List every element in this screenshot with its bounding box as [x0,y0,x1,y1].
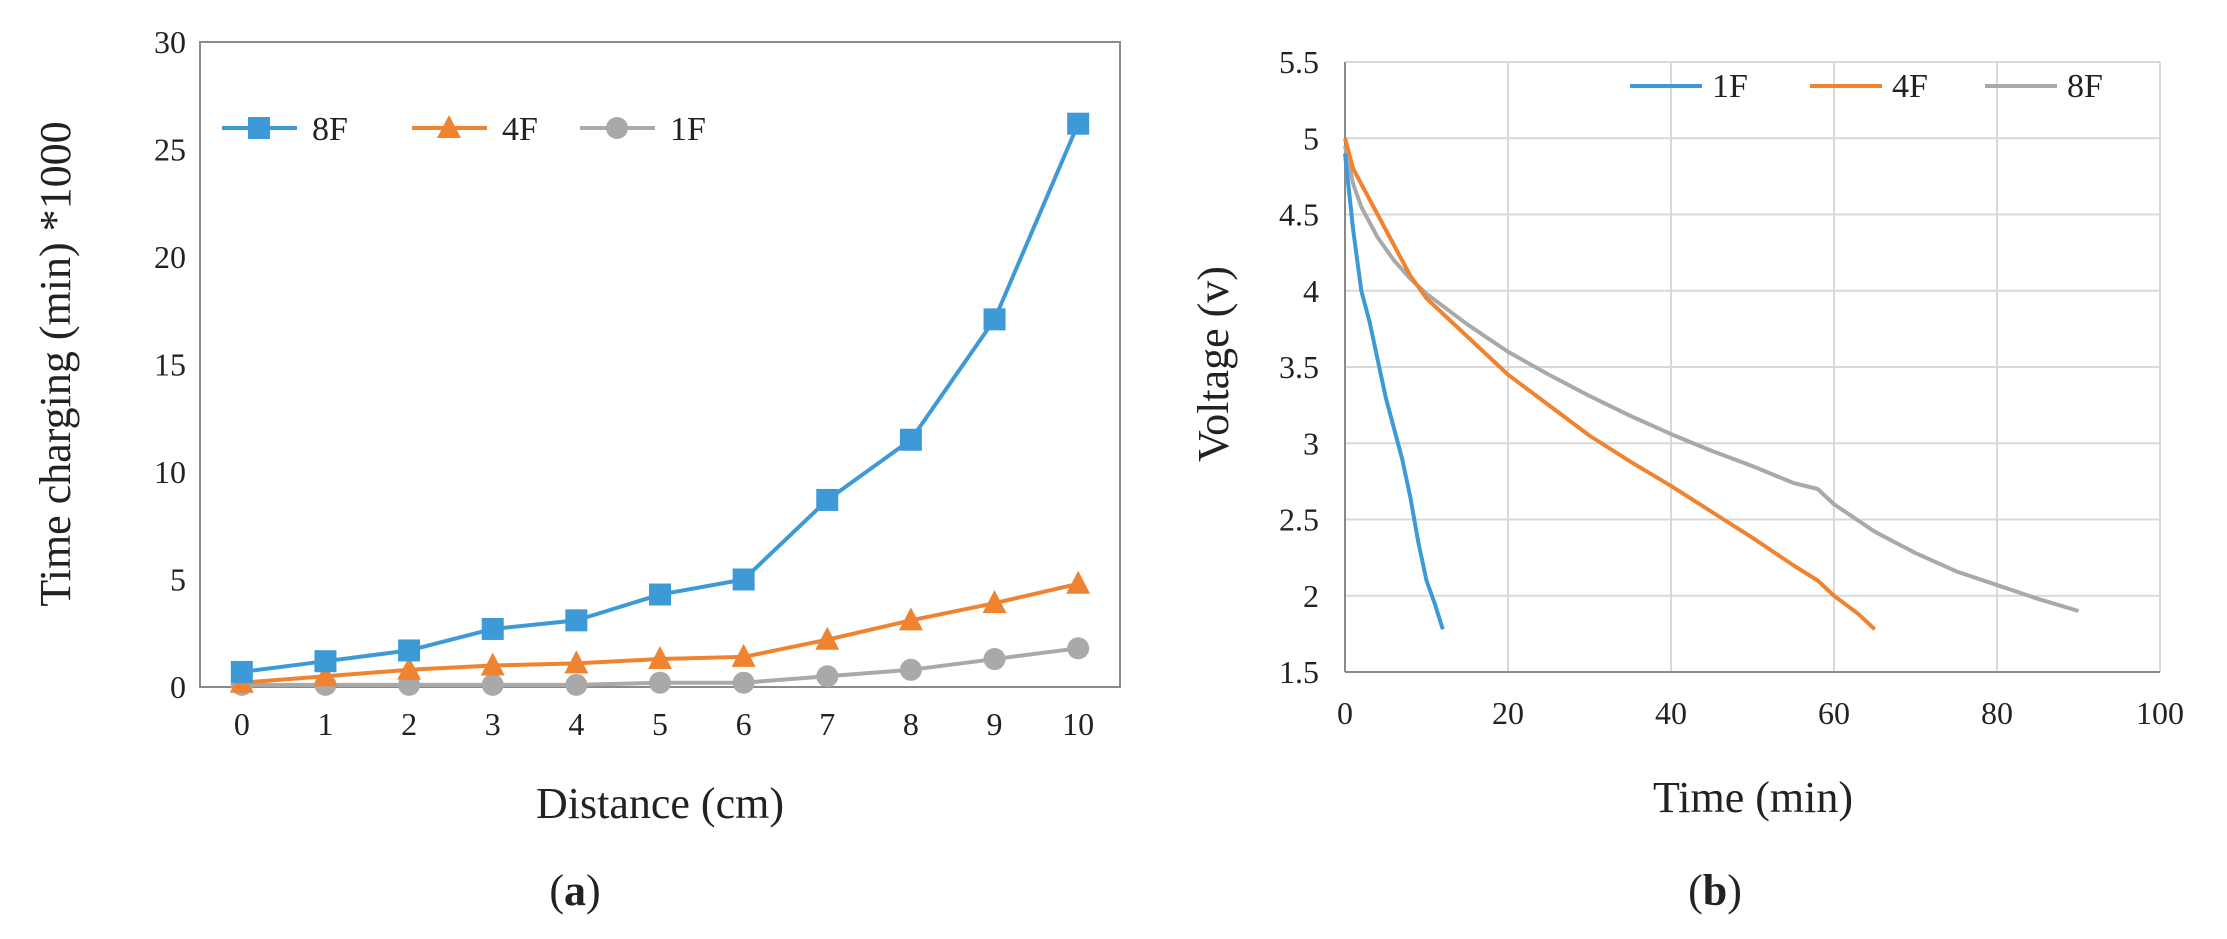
data-point-8F [732,568,755,591]
panel-label-b: (b) [1688,866,1742,915]
y-tick-label-a: 5 [170,562,186,598]
data-point-4F [397,656,422,680]
x-tick-label-a: 2 [401,706,417,742]
x-axis-title-b: Time (min) [1653,773,1853,822]
x-tick-label-a: 4 [568,706,584,742]
data-point-4F [1066,570,1091,594]
data-point-4F [648,646,672,670]
legend-label-8F: 8F [312,111,348,148]
x-tick-label-a: 6 [736,706,752,742]
series-group-a [229,112,1091,696]
y-tick-label-b: 2 [1303,578,1319,614]
legend-marker-8F [248,117,270,139]
x-tick-label-a: 7 [819,706,835,742]
legend-label-8F: 8F [2067,68,2103,105]
x-tick-label-a: 0 [234,706,250,742]
data-point-4F [480,652,505,676]
data-point-8F [1067,112,1090,135]
y-tick-label-a: 15 [154,347,186,383]
chart-b: 1.522.533.544.555.5 0 20 40 60 80 100 1F 4F 8F … [1189,44,2184,915]
x-tick-label-a: 3 [485,706,501,742]
x-tick-label-a: 10 [1062,706,1094,742]
y-tick-label-b: 5 [1303,120,1319,156]
data-point-1F [899,658,922,681]
x-tick-label-a: 8 [903,706,919,742]
legend-a: 8F 4F 1F [222,111,706,148]
legend-marker-1F [606,117,628,139]
data-point-8F [565,609,588,632]
data-point-4F [982,590,1007,614]
legend-marker-4F [437,115,461,138]
legend-label-1F: 1F [670,111,706,148]
data-point-8F [398,639,421,662]
y-tick-label-a: 10 [154,454,186,490]
x-axis-ticks-a: 0 1 2 3 4 5 6 7 8 9 10 [234,706,1094,742]
data-point-1F [481,673,504,696]
y-tick-label-b: 3.5 [1279,349,1319,385]
series-group-b [1343,137,2080,631]
y-axis-title-b: Voltage (v) [1189,266,1238,462]
data-point-8F [816,488,839,511]
y-axis-ticks-b: 1.5 2 2.5 3 3.5 4 4.5 5 5.5 [1279,44,1319,690]
x-tick-label-b: 40 [1655,695,1687,731]
data-point-8F [314,650,337,673]
data-point-4F [564,650,589,674]
legend-label-1F: 1F [1712,68,1748,105]
y-tick-label-b: 1.5 [1279,654,1319,690]
data-point-8F [983,308,1006,331]
x-tick-label-b: 80 [1981,695,2013,731]
y-tick-label-b: 3 [1303,425,1319,461]
y-tick-label-a: 0 [170,669,186,705]
x-axis-ticks-b: 0 20 40 60 80 100 [1337,695,2184,731]
data-point-1F [1067,637,1090,660]
data-point-8F [899,428,922,451]
data-point-4F [898,607,923,631]
y-axis-ticks-a: 0 5 10 15 20 25 30 [154,24,186,705]
y-tick-label-a: 25 [154,132,186,168]
x-tick-label-a: 9 [987,706,1003,742]
legend-label-4F: 4F [502,111,538,148]
chart-a: 0 5 10 15 20 25 30 0 1 2 3 4 5 6 7 8 9 10 8F 4F 1F Distanc… [31,24,1121,915]
legend-b: 1F 4F 8F [1630,68,2103,105]
data-point-8F [481,617,504,640]
x-tick-label-b: 100 [2136,695,2184,731]
data-point-1F [816,665,839,688]
x-tick-label-b: 0 [1337,695,1353,731]
data-point-4F [815,626,840,650]
y-tick-label-a: 30 [154,24,186,60]
y-axis-title-a: Time charging (min) *1000 [31,121,80,606]
y-tick-label-a: 20 [154,239,186,275]
x-tick-label-a: 5 [652,706,668,742]
y-tick-label-b: 4.5 [1279,197,1319,233]
x-axis-title-a: Distance (cm) [536,779,784,828]
x-tick-label-b: 20 [1492,695,1524,731]
data-point-4F [731,643,756,667]
x-tick-label-b: 60 [1818,695,1850,731]
x-tick-label-a: 1 [317,706,333,742]
y-tick-label-b: 5.5 [1279,44,1319,80]
data-point-1F [649,671,671,694]
y-tick-label-b: 2.5 [1279,502,1319,538]
plot-area-a [199,41,1121,688]
data-point-8F [230,660,253,683]
panel-label-a: (a) [549,866,600,915]
series-line-8F [1343,145,2080,613]
series-line-1F [1343,153,1445,630]
legend-label-4F: 4F [1892,68,1928,105]
data-point-1F [565,673,588,696]
data-point-8F [649,583,671,606]
data-point-1F [983,648,1006,671]
y-tick-label-b: 4 [1303,273,1319,309]
series-line-4F [1343,137,1877,631]
data-point-4F [313,663,338,687]
data-point-1F [732,671,755,694]
